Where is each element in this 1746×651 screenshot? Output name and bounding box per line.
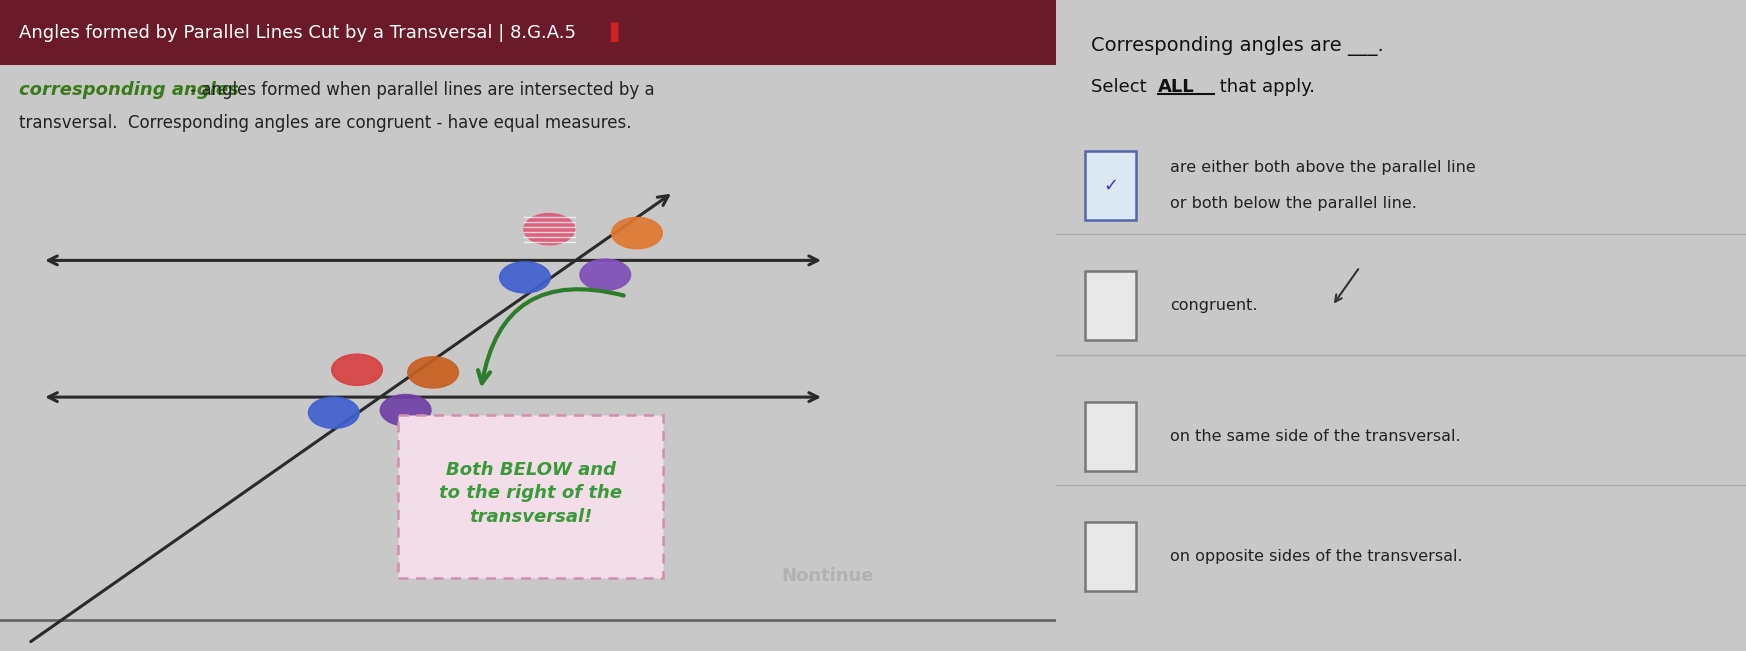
Circle shape bbox=[409, 357, 459, 388]
Text: ALL: ALL bbox=[1158, 78, 1194, 96]
Text: Corresponding angles are ___.: Corresponding angles are ___. bbox=[1091, 36, 1383, 56]
Text: that apply.: that apply. bbox=[1213, 78, 1315, 96]
Text: Both BELOW and
to the right of the
transversal!: Both BELOW and to the right of the trans… bbox=[440, 460, 622, 526]
Text: transversal.  Corresponding angles are congruent - have equal measures.: transversal. Corresponding angles are co… bbox=[19, 114, 632, 132]
Text: Angles formed by Parallel Lines Cut by a Transversal | 8.G.A.5: Angles formed by Parallel Lines Cut by a… bbox=[19, 23, 576, 42]
Circle shape bbox=[611, 217, 662, 249]
Bar bbox=[0, 0, 1056, 65]
Text: on opposite sides of the transversal.: on opposite sides of the transversal. bbox=[1170, 549, 1463, 564]
Circle shape bbox=[524, 214, 574, 245]
FancyArrowPatch shape bbox=[478, 289, 623, 383]
Text: corresponding angles: corresponding angles bbox=[19, 81, 239, 100]
Circle shape bbox=[381, 395, 431, 426]
Text: ▌: ▌ bbox=[611, 23, 625, 42]
FancyBboxPatch shape bbox=[1086, 271, 1137, 340]
Circle shape bbox=[580, 259, 630, 290]
FancyBboxPatch shape bbox=[1086, 522, 1137, 591]
Circle shape bbox=[499, 262, 550, 293]
FancyBboxPatch shape bbox=[1086, 151, 1137, 220]
Text: Select: Select bbox=[1091, 78, 1152, 96]
Text: Nontinue: Nontinue bbox=[782, 567, 875, 585]
Circle shape bbox=[332, 354, 382, 385]
Text: are either both above the parallel line: are either both above the parallel line bbox=[1170, 159, 1475, 175]
FancyBboxPatch shape bbox=[1086, 402, 1137, 471]
Circle shape bbox=[309, 397, 360, 428]
Text: - angles formed when parallel lines are intersected by a: - angles formed when parallel lines are … bbox=[185, 81, 655, 100]
Text: or both below the parallel line.: or both below the parallel line. bbox=[1170, 196, 1418, 212]
Text: ✓: ✓ bbox=[1103, 176, 1119, 195]
Text: on the same side of the transversal.: on the same side of the transversal. bbox=[1170, 428, 1461, 444]
Text: congruent.: congruent. bbox=[1170, 298, 1257, 314]
FancyBboxPatch shape bbox=[398, 415, 663, 578]
